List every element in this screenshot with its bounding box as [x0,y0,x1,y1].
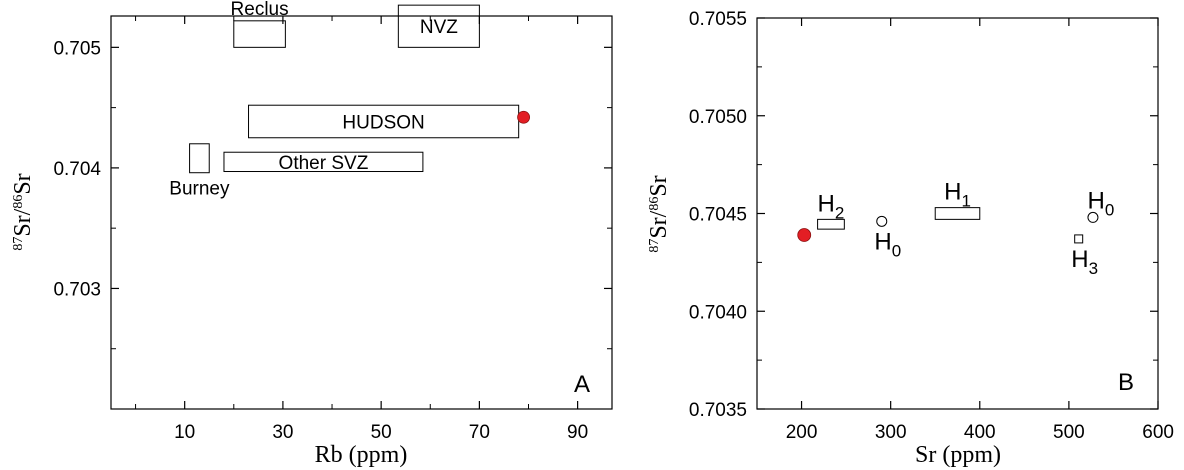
y-tick-label: 0.7045 [689,205,747,226]
marker-h0-label: H0 [874,228,901,260]
y-tick-label: 0.703 [53,279,101,300]
marker-h0-label: H0 [1088,187,1115,219]
y-tick-label: 0.705 [53,38,101,59]
field-h1-box [934,207,981,220]
panel-b-tick-marks [757,17,1159,410]
field-burney-label: Burney [169,179,230,200]
sample-point [797,228,812,242]
x-tick-label: 10 [174,422,195,443]
panel-b-y-axis-label: 87Sr/86Sr [646,175,672,252]
y-tick-label: 0.7035 [689,400,747,421]
panel-b-markers: H0 H0 H3 [874,187,1114,278]
field-nvz-label: NVZ [420,17,458,38]
panel-a-tick-marks [111,16,612,409]
y-tick-label: 0.7050 [689,107,747,128]
panel-b-fields: H1 H2 [817,179,981,230]
field-hudson-label: HUDSON [342,112,424,133]
field-h2-box [817,218,845,230]
field-hudson-box [248,104,520,139]
marker-h3-label: H3 [1071,246,1098,278]
x-tick-label: 600 [1142,422,1174,443]
panel-a-fields: Reclus NVZ HUDSON Other SVZ Burney [169,0,520,200]
marker-h0 [876,215,888,227]
marker-h3 [1074,234,1084,244]
panel-a-letter: A [574,371,590,398]
x-tick-label: 30 [272,422,293,443]
y-tick-label: 0.704 [53,159,101,180]
x-tick-label: 500 [1053,422,1085,443]
field-burney-box [189,143,210,174]
sample-point [517,110,530,124]
panel-a-y-axis-label: 87Sr/86Sr [10,173,36,250]
field-nvz-box [397,4,480,48]
marker-h0 [1087,211,1099,223]
panel-b-x-axis-label: Sr (ppm) [915,442,1001,468]
field-reclus-label: Reclus [231,0,289,20]
y-tick-label: 0.7055 [689,9,747,30]
field-other-svz-box [223,151,424,173]
panel-a-points [517,110,530,124]
field-reclus-box [233,20,286,48]
y-tick-label: 0.7040 [689,302,747,323]
panel-b-letter: B [1118,369,1134,396]
panel-a-tick-labels: 10 30 50 70 90 0.703 0.704 0.705 [53,38,588,443]
x-tick-label: 300 [875,422,907,443]
panel-a-plot-frame [110,15,613,410]
panel-a-chart: Reclus NVZ HUDSON Other SVZ Burney 10 30 50 70 9… [10,0,613,468]
panel-a-x-axis-label: Rb (ppm) [315,442,408,468]
panel-b-tick-labels: 200 300 400 500 600 0.7035 0.7040 0.7045 0.7050 0… [689,9,1174,443]
field-h2-label: H2 [818,190,845,222]
x-tick-label: 50 [371,422,392,443]
panel-b-chart: H1 H2 H0 H0 H3 200 300 400 500 600 0.7035 0.7040 0… [646,9,1174,468]
x-tick-label: 400 [964,422,996,443]
panel-b-points [797,228,812,242]
x-tick-label: 70 [469,422,490,443]
x-tick-label: 90 [567,422,588,443]
field-h1-label: H1 [944,179,971,211]
field-other-svz-label: Other SVZ [279,153,369,174]
x-tick-label: 200 [786,422,818,443]
